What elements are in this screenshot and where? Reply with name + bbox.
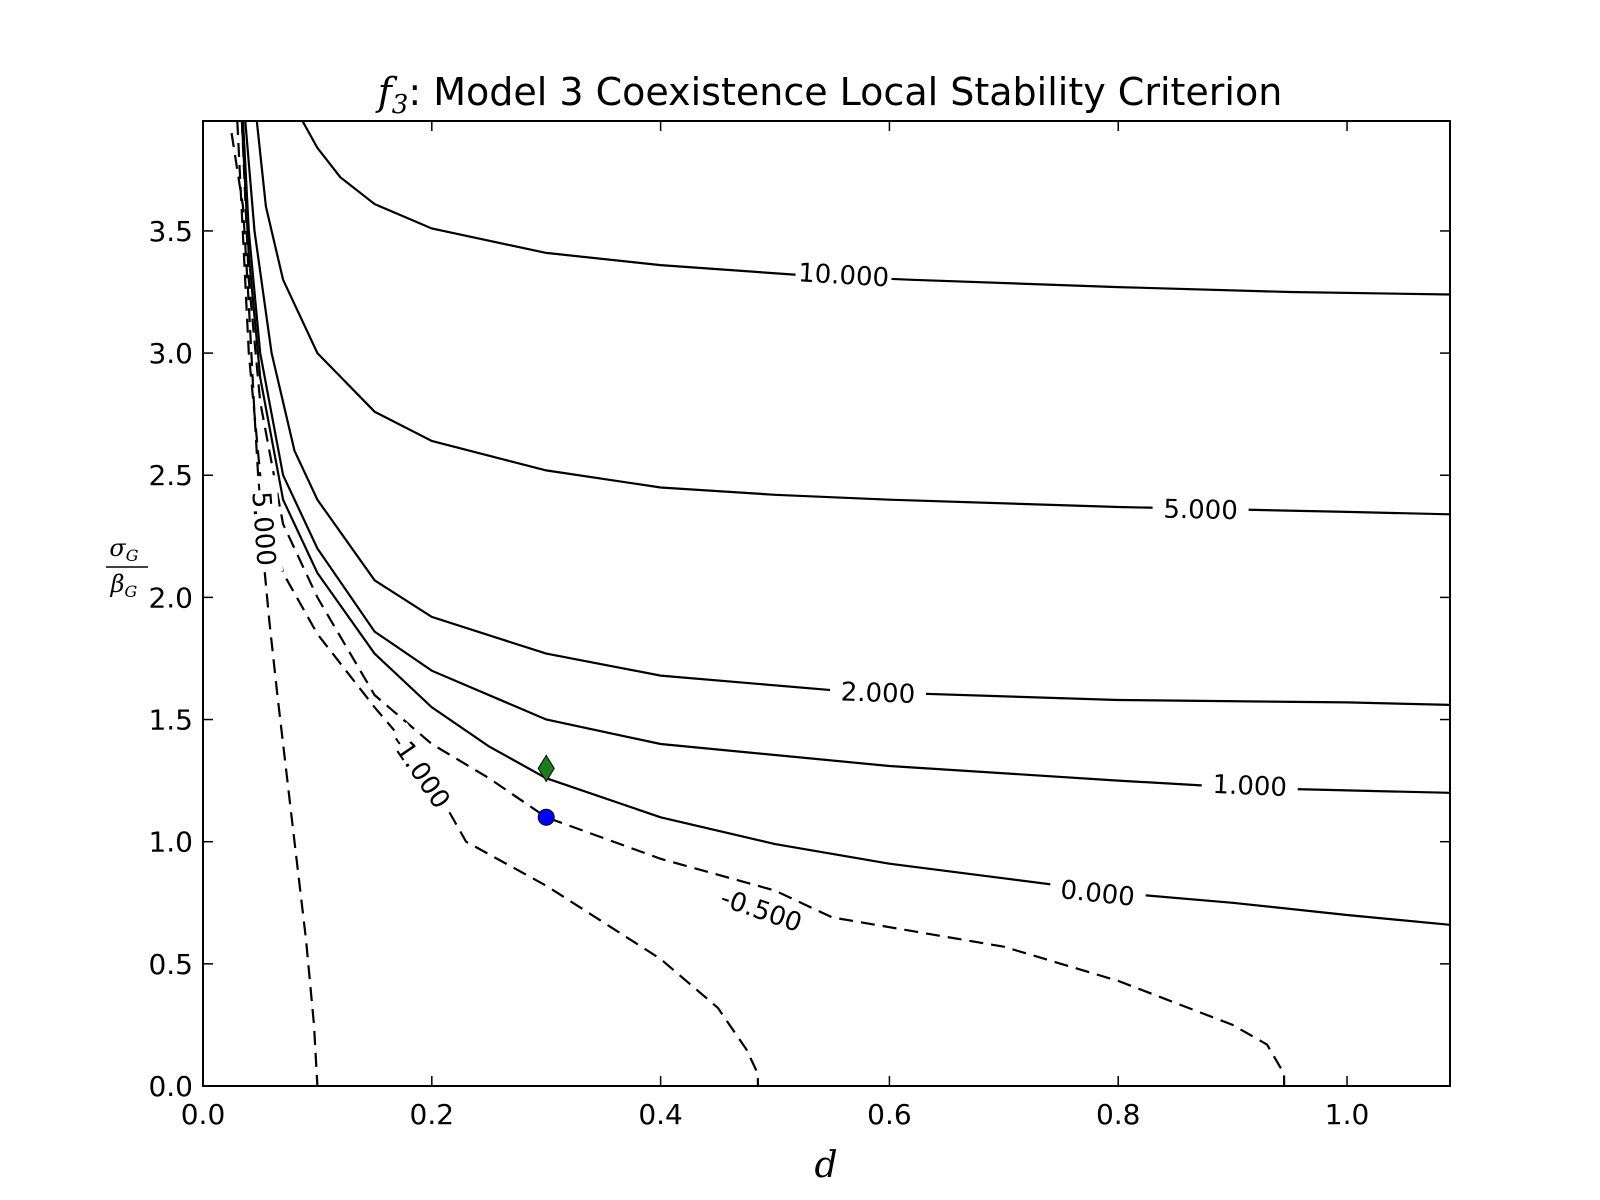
contour-label: 2.000: [840, 677, 915, 710]
y-tick-label: 0.5: [148, 948, 193, 981]
contour-line: [240, 121, 1450, 926]
y-tick-label: 3.5: [148, 215, 193, 248]
x-tick-label: 0.4: [638, 1098, 683, 1131]
y-tick-label: 1.5: [148, 704, 193, 737]
contour-label-gap: [1152, 492, 1249, 527]
contour-label-gap: [794, 256, 893, 294]
contour-label-gap: [380, 722, 461, 820]
contour-label: -5.000: [245, 481, 281, 567]
y-tick-label: 2.0: [148, 581, 193, 614]
svg-text:σG: σG: [109, 534, 138, 565]
chart-title: f3: Model 3 Coexistence Local Stability …: [375, 70, 1283, 120]
contour-line: [230, 133, 319, 1086]
x-tick-label: 0.0: [181, 1098, 226, 1131]
y-label-numerator: σ: [109, 534, 126, 562]
y-label-numerator-sub: G: [126, 546, 139, 565]
x-axis-label: d: [814, 1145, 837, 1186]
title-text: : Model 3 Coexistence Local Stability Cr…: [408, 70, 1282, 114]
contour-label-gap: [244, 475, 284, 574]
y-axis-ticks: 0.0 0.5 1.0 1.5 2.0 2.5 3.0 3.5: [148, 215, 1450, 1103]
y-tick-label: 0.0: [148, 1070, 193, 1103]
y-tick-label: 1.0: [148, 826, 193, 859]
plot-frame: [202, 120, 1451, 1087]
y-tick-label: 3.0: [148, 337, 193, 370]
svg-text:f3: Model 3 Coexistence Local: f3: Model 3 Coexistence Local Stability …: [375, 70, 1283, 120]
circle-marker: [537, 808, 555, 826]
x-tick-label: 0.6: [867, 1098, 912, 1131]
contour-line: [255, 121, 1450, 516]
contour-label-gap: [1048, 871, 1148, 915]
svg-text:βG: βG: [110, 570, 138, 601]
y-tick-label: 2.5: [148, 459, 193, 492]
contour-label: 1.000: [1212, 770, 1288, 803]
contour-label: 10.000: [797, 258, 890, 293]
contour-label: 5.000: [1163, 495, 1238, 527]
x-axis-ticks: 0.0 0.2 0.4 0.6 0.8 1.0: [181, 121, 1370, 1131]
contour-label: -0.500: [716, 883, 805, 939]
contour-label-gap: [829, 675, 927, 711]
x-tick-label: 0.2: [410, 1098, 455, 1131]
contour-line: [244, 121, 1450, 706]
x-tick-label: 1.0: [1325, 1098, 1370, 1131]
y-axis-label: σG βG: [106, 534, 148, 601]
contour-label-gap: [710, 879, 812, 941]
contour-line: [240, 121, 1286, 1086]
y-label-denominator-sub: G: [125, 582, 138, 601]
title-subscript: 3: [392, 90, 409, 120]
x-tick-label: 0.8: [1096, 1098, 1141, 1131]
contour-label-gap: [1201, 767, 1299, 804]
contour-line: [301, 121, 1450, 296]
diamond-marker: [537, 754, 555, 783]
y-label-denominator: β: [110, 570, 125, 598]
data-markers: [537, 754, 555, 826]
